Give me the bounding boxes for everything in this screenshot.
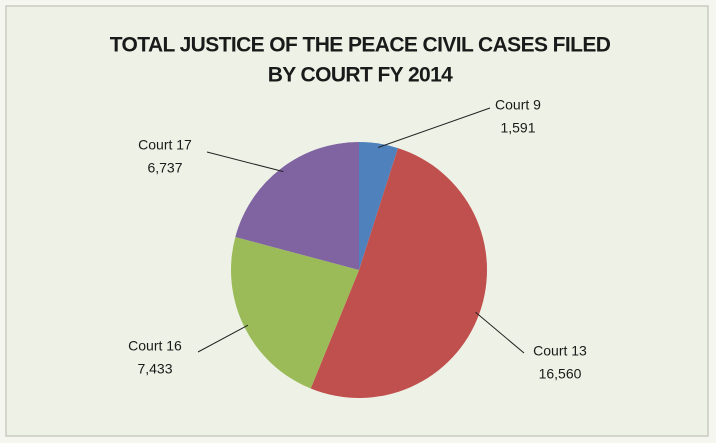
data-label-value: 7,433 bbox=[137, 361, 172, 377]
chart-title: BY COURT FY 2014 bbox=[268, 64, 453, 87]
data-label-category: Court 17 bbox=[138, 137, 192, 153]
pie-slice bbox=[359, 142, 398, 270]
pie-slice bbox=[310, 148, 487, 398]
data-label-value: 1,591 bbox=[500, 120, 535, 136]
leader-line bbox=[206, 151, 284, 173]
pie-slice bbox=[235, 142, 359, 270]
leader-line bbox=[377, 107, 491, 148]
data-label-category: Court 13 bbox=[533, 343, 587, 359]
leader-line bbox=[197, 324, 249, 353]
data-label-value: 16,560 bbox=[539, 366, 582, 382]
data-label-category: Court 9 bbox=[495, 97, 541, 113]
leader-line bbox=[475, 311, 525, 354]
pie-slice bbox=[230, 236, 359, 389]
chart-title: TOTAL JUSTICE OF THE PEACE CIVIL CASES F… bbox=[110, 34, 611, 57]
data-label-category: Court 16 bbox=[128, 338, 182, 354]
data-label-value: 6,737 bbox=[147, 160, 182, 176]
